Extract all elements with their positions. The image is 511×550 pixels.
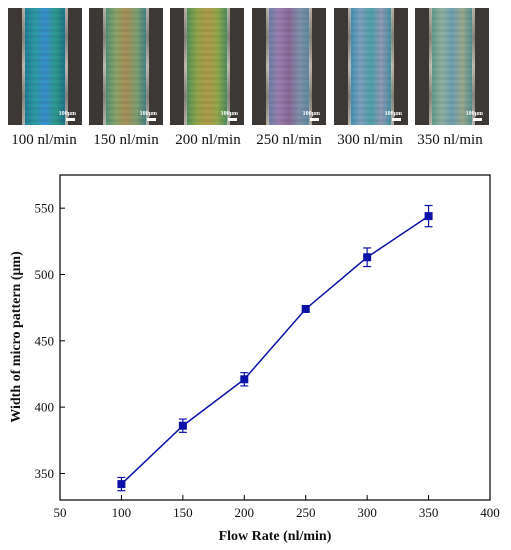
scale-bar-label: 100μm bbox=[465, 111, 483, 117]
scale-bar bbox=[66, 118, 75, 121]
pattern-edge bbox=[472, 8, 475, 125]
x-tick-label: 150 bbox=[173, 505, 193, 520]
pattern-edge bbox=[429, 8, 432, 125]
micrograph-panel: 100μm bbox=[170, 8, 244, 125]
pattern-edge bbox=[22, 8, 25, 125]
flow-rate-chart: 50 100 150 200 250 300 350 400 350400450500550 … bbox=[9, 174, 500, 544]
pattern-edge bbox=[184, 8, 187, 125]
pattern-edge bbox=[309, 8, 312, 125]
pattern-band bbox=[186, 8, 228, 125]
data-point bbox=[240, 375, 249, 384]
x-tick-label: 400 bbox=[480, 505, 500, 520]
pattern-band bbox=[268, 8, 310, 125]
plot-frame bbox=[59, 174, 491, 501]
data-point bbox=[178, 421, 187, 430]
data-point bbox=[117, 480, 126, 489]
scale-bar-label: 100μm bbox=[384, 111, 402, 117]
y-tick-label: 500 bbox=[35, 267, 55, 282]
pattern-edge bbox=[266, 8, 269, 125]
x-tick-label: 250 bbox=[296, 505, 316, 520]
scale-bar-label: 100μm bbox=[139, 111, 157, 117]
x-tick-label: 200 bbox=[235, 505, 255, 520]
scale-bar bbox=[310, 118, 319, 121]
pattern-edge bbox=[391, 8, 394, 125]
scale-bar bbox=[392, 118, 401, 121]
panel-flow-label: 200 nl/min bbox=[175, 132, 241, 148]
data-point bbox=[301, 304, 310, 313]
y-axis-ticks: 350 400 450 500 550 bbox=[35, 201, 65, 481]
series-layer bbox=[117, 204, 433, 492]
pattern-edge bbox=[146, 8, 149, 125]
x-tick-label: 100 bbox=[112, 505, 132, 520]
micrograph-strip-row: 100μm 100 nl/min 100μm 150 nl/min 100μm 200 n… bbox=[0, 0, 511, 160]
data-point bbox=[363, 253, 372, 262]
pattern-band bbox=[431, 8, 473, 125]
data-point bbox=[424, 212, 433, 221]
pattern-band bbox=[24, 8, 66, 125]
scale-bar-label: 100μm bbox=[302, 111, 320, 117]
pattern-edge bbox=[348, 8, 351, 125]
x-tick-label: 50 bbox=[54, 505, 67, 520]
pattern-band bbox=[105, 8, 147, 125]
y-tick-label: 550 bbox=[35, 201, 55, 216]
pattern-band bbox=[350, 8, 392, 125]
pattern-edge bbox=[227, 8, 230, 125]
panel-flow-label: 250 nl/min bbox=[256, 132, 322, 148]
micrograph-panel: 100μm bbox=[8, 8, 82, 125]
x-axis-ticks: 50 100 150 200 250 300 350 400 bbox=[54, 495, 500, 520]
y-tick-label: 350 bbox=[35, 466, 55, 481]
x-tick-label: 300 bbox=[357, 505, 377, 520]
pattern-edge bbox=[65, 8, 68, 125]
panel-flow-label: 300 nl/min bbox=[337, 132, 403, 148]
scale-bar bbox=[473, 118, 482, 121]
pattern-edge bbox=[103, 8, 106, 125]
panel-flow-label: 350 nl/min bbox=[417, 132, 483, 148]
x-tick-label: 350 bbox=[419, 505, 439, 520]
scale-bar-label: 100μm bbox=[58, 111, 76, 117]
y-axis-label: Width of micro pattern (μm) bbox=[9, 251, 24, 423]
y-tick-label: 400 bbox=[35, 400, 55, 415]
x-axis-label: Flow Rate (nl/min) bbox=[219, 529, 332, 544]
micrograph-panel: 100μm bbox=[252, 8, 326, 125]
panel-flow-label: 150 nl/min bbox=[93, 132, 159, 148]
scale-bar-label: 100μm bbox=[220, 111, 238, 117]
micrograph-panel: 100μm bbox=[89, 8, 163, 125]
micrograph-panel: 100μm bbox=[415, 8, 489, 125]
series-line bbox=[120, 215, 429, 485]
micrograph-panel: 100μm bbox=[334, 8, 408, 125]
panel-flow-label: 100 nl/min bbox=[11, 132, 77, 148]
scale-bar bbox=[228, 118, 237, 121]
scale-bar bbox=[147, 118, 156, 121]
y-tick-label: 450 bbox=[35, 333, 55, 348]
